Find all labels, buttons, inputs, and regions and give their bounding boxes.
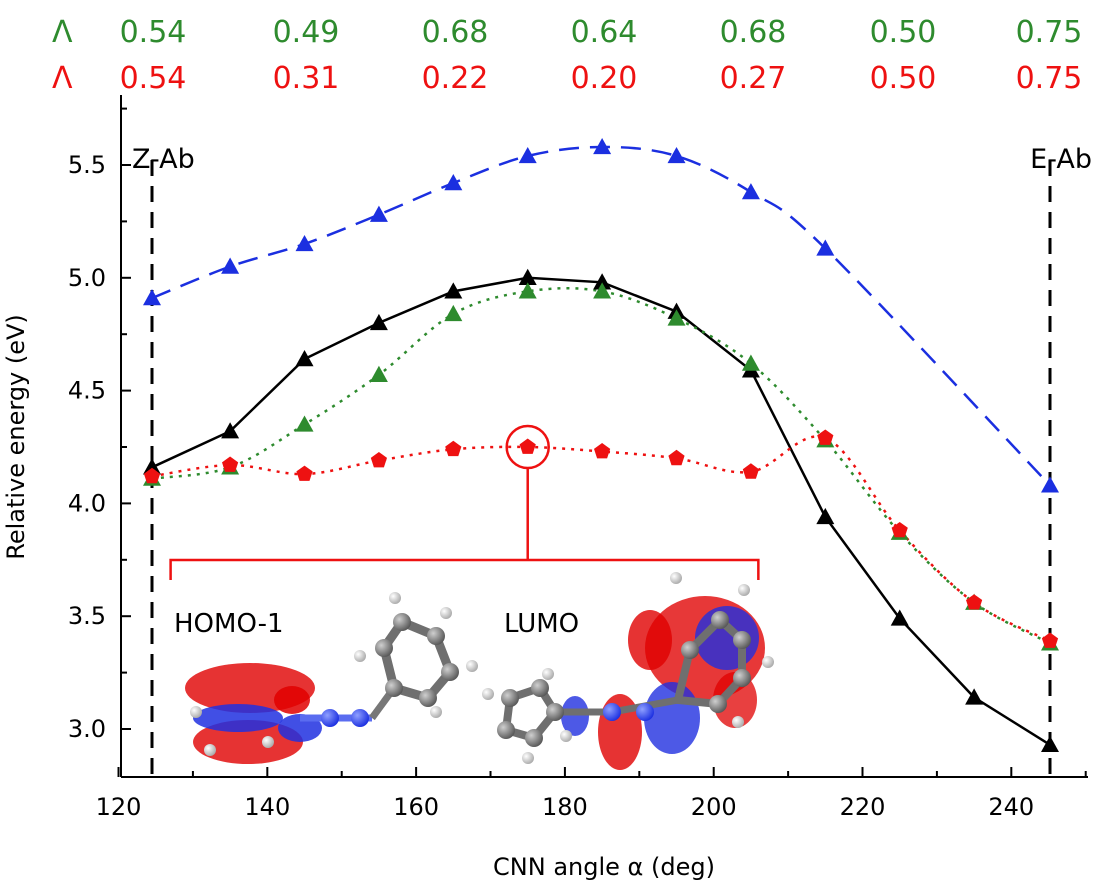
data-point-red <box>370 452 387 468</box>
y-tick-label: 4.0 <box>68 489 106 517</box>
data-point-blue <box>369 205 388 222</box>
y-tick-label: 5.5 <box>68 151 106 179</box>
data-point-black <box>295 350 314 367</box>
data-point-green <box>518 282 537 299</box>
data-point-blue <box>593 137 612 155</box>
data-point-black <box>518 268 537 285</box>
data-point-red <box>1041 632 1059 648</box>
data-point-green <box>741 354 760 371</box>
data-point-black <box>890 609 909 626</box>
reference-label: Z-Ab <box>132 144 195 175</box>
data-point-blue <box>667 146 686 164</box>
lambda-symbol-green: Λ <box>52 15 73 50</box>
homo1-molecule-image <box>185 592 478 764</box>
lambda-symbol-red: Λ <box>52 61 73 96</box>
lambda-value: 0.75 <box>1016 15 1083 50</box>
x-tick-label: 140 <box>244 793 290 821</box>
data-point-green <box>295 415 314 432</box>
data-point-red <box>742 463 759 479</box>
axes: 120 140 160 180 200 220 240 3.0 3.5 4.0 4.5 5.0 5.5 <box>68 95 1088 821</box>
lambda-value: 0.22 <box>422 61 489 96</box>
data-point-red <box>966 594 983 610</box>
inset-bracket <box>169 558 760 580</box>
data-point-red <box>445 440 462 457</box>
x-tick-label: 160 <box>393 793 439 821</box>
lambda-value: 0.31 <box>273 61 340 96</box>
data-point-green <box>369 365 388 383</box>
data-point-black <box>593 273 612 290</box>
lambda-value: 0.75 <box>1016 61 1083 96</box>
data-point-green <box>593 282 612 299</box>
data-point-black <box>221 422 240 439</box>
x-tick-label: 220 <box>840 793 886 821</box>
data-point-blue <box>1041 476 1059 493</box>
data-point-red <box>519 438 536 454</box>
data-point-black <box>444 282 463 299</box>
series-line-green <box>151 286 1051 645</box>
lambda-value: 0.49 <box>273 15 340 50</box>
lambda-value: 0.68 <box>720 15 787 50</box>
series-line-red <box>151 435 1051 643</box>
data-point-black <box>816 507 835 525</box>
y-tick-label: 3.0 <box>68 715 106 743</box>
lambda-value: 0.54 <box>120 61 187 96</box>
data-point-red <box>594 443 611 459</box>
lambda-value: 0.64 <box>571 15 638 50</box>
data-point-black <box>1041 735 1059 752</box>
data-point-red <box>296 465 313 481</box>
data-point-red <box>817 429 834 445</box>
lumo-label: LUMO <box>504 609 579 639</box>
data-point-blue <box>295 234 314 252</box>
data-point-black <box>369 313 388 331</box>
y-tick-label: 5.0 <box>68 264 106 292</box>
data-point-black <box>143 458 161 475</box>
inset-orbitals: HOMO-1 LUMO <box>174 572 774 770</box>
data-point-blue <box>143 289 161 306</box>
lambda-value: 0.68 <box>422 15 489 50</box>
x-tick-label: 240 <box>988 793 1034 821</box>
lumo-molecule-image <box>482 572 774 770</box>
data-point-blue <box>518 146 537 164</box>
data-point-red <box>668 449 685 466</box>
lambda-header: Λ Λ 0.54 0.49 0.68 0.64 0.68 0.50 0.75 0.54 0.31… <box>52 15 1082 96</box>
homo1-label: HOMO-1 <box>174 609 284 639</box>
lambda-value: 0.54 <box>120 15 187 50</box>
x-tick-label: 180 <box>542 793 588 821</box>
data-point-green <box>667 309 686 326</box>
data-point-blue <box>816 239 835 256</box>
data-point-black <box>965 688 984 705</box>
data-point-red <box>143 467 161 484</box>
lambda-value: 0.27 <box>720 61 787 96</box>
data-point-blue <box>444 174 463 191</box>
lambda-value: 0.50 <box>870 61 937 96</box>
data-point-blue <box>741 183 760 200</box>
y-tick-label: 4.5 <box>68 377 106 405</box>
data-point-blue <box>221 257 240 274</box>
x-tick-label: 200 <box>691 793 737 821</box>
x-tick-label: 120 <box>96 793 142 821</box>
x-axis-label: CNN angle α (deg) <box>493 853 715 881</box>
data-point-red <box>222 456 239 472</box>
data-point-red <box>891 522 908 538</box>
lambda-value: 0.50 <box>870 15 937 50</box>
reference-label: E-Ab <box>1030 144 1092 175</box>
lambda-value: 0.20 <box>571 61 638 96</box>
y-tick-label: 3.5 <box>68 602 106 630</box>
y-axis-label: Relative energy (eV) <box>2 314 30 560</box>
data-point-green <box>444 304 463 322</box>
